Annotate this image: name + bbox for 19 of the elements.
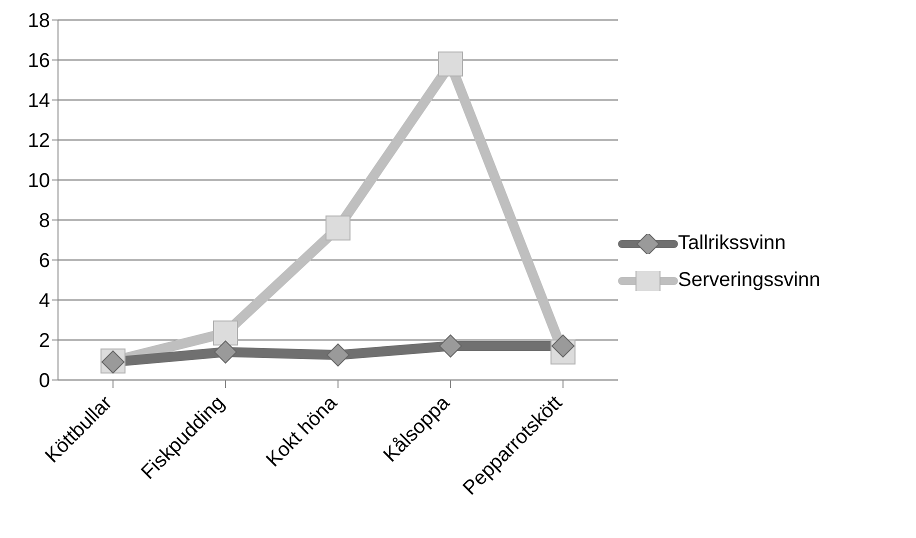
y-tick-label: 14 [28,90,50,112]
y-tick-label: 10 [28,170,50,192]
point [439,334,462,358]
point [213,320,238,346]
point [552,334,574,358]
point [326,344,350,366]
y-tick-label: 8 [38,210,50,232]
y-tick-label: 0 [38,370,50,392]
y-tick-label: 12 [28,130,50,152]
point [214,340,237,364]
point [438,52,463,76]
y-tick-label: 6 [38,250,50,272]
legend-label: Tallrikssvinn [678,232,786,255]
y-tick-label: 16 [28,50,50,72]
y-tick-label: 18 [28,10,50,32]
y-tick-label: 4 [38,290,50,312]
y-tick-label: 2 [38,330,50,352]
legend-label: Serveringssvinn [678,269,820,292]
point [326,216,350,240]
